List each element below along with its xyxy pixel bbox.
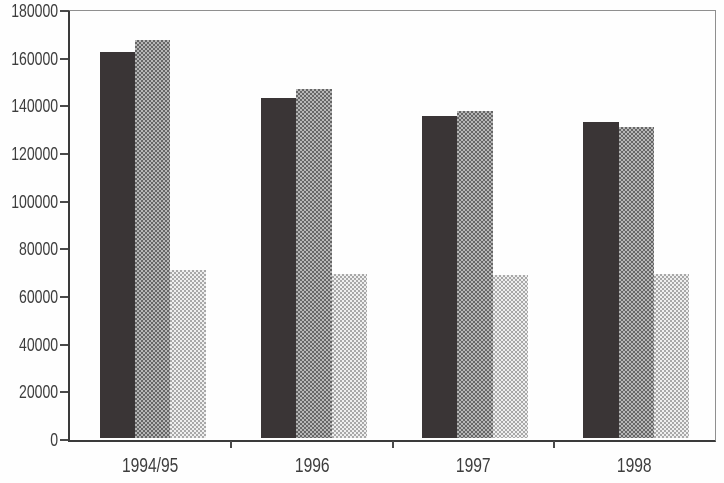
y-tick-label: 140000: [0, 96, 58, 116]
y-tick-label: 160000: [0, 49, 58, 69]
x-tick-mark: [391, 441, 394, 448]
bar-series-2-crosshatch-medium-1996: [296, 88, 332, 438]
y-tick-label: 0: [48, 430, 58, 450]
y-tick-mark: [60, 296, 68, 298]
y-tick-label-text: 140000: [11, 96, 58, 117]
bar-series-3-dotted-light-1994/95: [170, 269, 206, 438]
y-tick-mark: [60, 57, 68, 60]
y-tick-label-text: 180000: [11, 1, 58, 21]
bar-series-1-solid-dark-1994/95: [99, 51, 135, 438]
x-tick-mark: [552, 441, 555, 448]
y-tick-mark: [60, 200, 68, 203]
x-category-label: 1997: [403, 455, 543, 478]
bar-series-1-solid-dark-1996: [260, 98, 297, 438]
bars-container: [72, 12, 714, 438]
y-tick-label-text: 60000: [18, 287, 58, 307]
x-category-label: 1998: [564, 455, 704, 478]
bar-series-3-dotted-light-1998: [654, 273, 690, 438]
x-category-label: 1994/95: [81, 455, 221, 478]
x-tick-mark: [230, 441, 233, 448]
x-category-label: 1996: [242, 455, 382, 478]
y-tick-label: 20000: [8, 382, 58, 402]
y-tick-mark: [60, 439, 68, 441]
y-tick-label-text: 100000: [11, 191, 58, 212]
y-tick-label-text: 0: [50, 430, 58, 450]
x-category-label-text: 1998: [617, 455, 652, 477]
y-tick-label-text: 160000: [11, 48, 58, 69]
y-tick-mark: [60, 153, 68, 155]
y-tick-label-text: 20000: [18, 382, 58, 403]
y-tick-label: 100000: [0, 192, 58, 212]
x-category-label-text: 1997: [455, 455, 491, 477]
y-tick-mark: [60, 391, 68, 394]
y-tick-label: 80000: [8, 239, 58, 259]
y-tick-label-text: 80000: [18, 239, 58, 260]
bar-series-3-dotted-light-1996: [331, 273, 367, 438]
x-category-label-text: 1994/95: [122, 455, 179, 477]
y-tick-label-text: 120000: [11, 144, 58, 164]
x-category-label-text: 1996: [294, 455, 330, 477]
bar-series-2-crosshatch-medium-1998: [618, 126, 655, 438]
bar-series-2-crosshatch-medium-1994/95: [134, 39, 171, 438]
bar-series-1-solid-dark-1998: [583, 122, 619, 438]
bar-series-1-solid-dark-1997: [422, 116, 458, 438]
y-tick-mark: [60, 248, 68, 251]
y-tick-label: 60000: [8, 287, 58, 307]
y-tick-label-text: 40000: [18, 334, 58, 355]
y-tick-label: 180000: [0, 1, 58, 21]
y-tick-mark: [60, 10, 68, 12]
plot-area: [68, 10, 716, 442]
y-tick-label: 40000: [8, 335, 58, 355]
bar-series-3-dotted-light-1997: [492, 274, 529, 438]
y-tick-mark: [60, 343, 68, 346]
bar-series-2-crosshatch-medium-1997: [457, 111, 493, 438]
y-tick-label: 120000: [0, 144, 58, 164]
y-tick-mark: [60, 105, 68, 108]
